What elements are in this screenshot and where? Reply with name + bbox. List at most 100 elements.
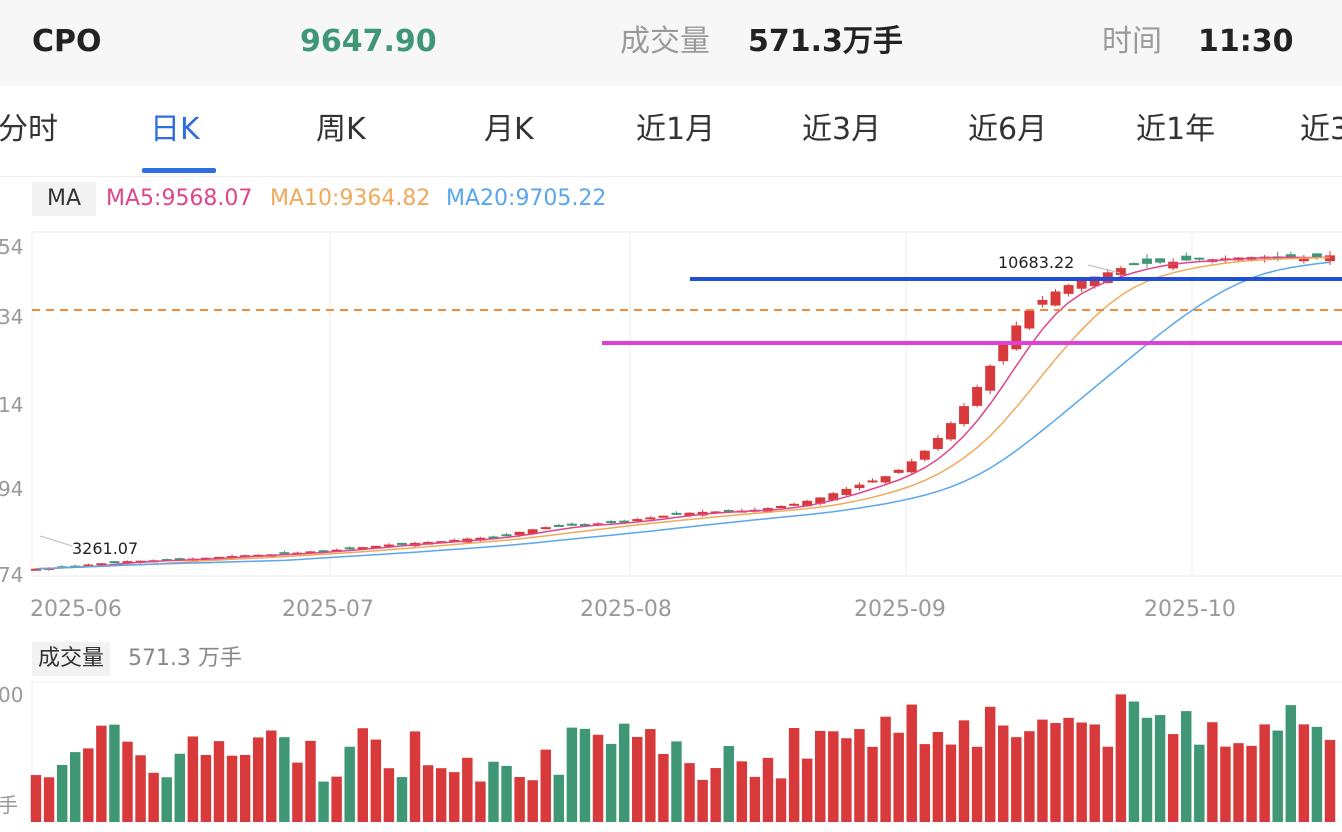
candle-body <box>841 488 852 495</box>
volume-bar <box>984 706 996 822</box>
volume-bar <box>43 777 55 822</box>
volume-bar <box>710 768 721 822</box>
volume-bar <box>932 731 944 822</box>
volume-bar <box>266 730 277 822</box>
candle-body <box>645 517 656 520</box>
volume-bar <box>736 761 748 822</box>
tab-weekly-k[interactable]: 周K <box>316 112 366 147</box>
ma20-line <box>35 261 1331 570</box>
candle-body <box>893 469 904 473</box>
volume-bars-layer <box>30 694 1336 822</box>
volume-bar <box>632 736 643 822</box>
volume-bar <box>658 753 669 822</box>
volume-bar <box>527 780 538 822</box>
candle-body <box>606 521 617 524</box>
volume-bar <box>1233 743 1244 822</box>
volume-bar <box>69 752 81 822</box>
tab-3-years[interactable]: 近3 <box>1300 112 1342 147</box>
volume-bar <box>605 743 617 822</box>
volume-bar <box>292 762 303 822</box>
volume-bar <box>1063 717 1074 822</box>
candle-body <box>1089 276 1100 287</box>
volume-bar <box>135 755 146 822</box>
candle-body <box>31 568 41 571</box>
volume-bar <box>998 725 1009 822</box>
volume-bar <box>1141 717 1153 822</box>
volume-bar <box>422 765 434 822</box>
volume-bar <box>279 737 290 822</box>
candle-body <box>501 534 512 537</box>
volume-bar <box>1324 739 1336 822</box>
vol-y-tick-label: 00 <box>0 683 23 707</box>
candles-layer <box>31 251 1335 571</box>
candle-body <box>619 520 630 523</box>
candle-body <box>540 527 551 530</box>
volume-bar <box>252 737 264 822</box>
candle-body <box>1076 280 1087 289</box>
tab-monthly-k[interactable]: 月K <box>484 112 534 147</box>
candle-body <box>919 450 930 460</box>
volume-bar <box>161 777 172 822</box>
volume-bar <box>370 739 382 822</box>
volume-bar <box>331 776 342 822</box>
volume-bar <box>945 744 957 822</box>
volume-bar <box>971 746 983 822</box>
tab-6-months[interactable]: 近6月 <box>968 112 1048 147</box>
candle-body <box>1142 258 1152 264</box>
period-tabs: 分时 日K 周K 月K 近1月 近3月 近6月 近1年 近3 <box>0 86 1342 177</box>
candle-body <box>96 563 107 566</box>
candle-body <box>1063 285 1074 294</box>
volume-bar <box>762 757 774 822</box>
volume-bar <box>1207 722 1218 822</box>
volume-bar <box>1194 744 1205 822</box>
volume-bar <box>1285 705 1297 822</box>
candle-body <box>109 561 120 564</box>
candle-body <box>174 558 185 561</box>
candle-body <box>279 552 290 555</box>
volume-bar <box>645 729 656 822</box>
candle-body <box>880 476 891 483</box>
candle-body <box>527 529 538 535</box>
candle-body <box>1011 325 1022 350</box>
candle-body <box>1181 255 1192 261</box>
volume-bar <box>148 772 159 822</box>
ma-selector[interactable]: MA <box>32 182 96 216</box>
candle-body <box>1155 258 1166 263</box>
volume-panel-value: 571.3 万手 <box>128 646 242 671</box>
symbol-label: CPO <box>32 24 102 59</box>
candle-body <box>553 524 564 527</box>
candle-body <box>867 480 878 483</box>
volume-bar <box>435 768 447 822</box>
candle-body <box>1168 261 1179 269</box>
volume-panel-title: 成交量 <box>32 642 111 676</box>
tab-1-month[interactable]: 近1月 <box>636 112 716 147</box>
y-tick-label: 74 <box>0 563 23 587</box>
volume-bar <box>514 777 525 822</box>
tab-3-months[interactable]: 近3月 <box>802 112 882 147</box>
tab-intraday[interactable]: 分时 <box>0 112 58 147</box>
tab-1-year[interactable]: 近1年 <box>1136 112 1216 147</box>
candle-body <box>1194 257 1205 260</box>
candle-body <box>723 510 734 513</box>
candle-body <box>1325 255 1335 262</box>
candle-body <box>580 524 590 527</box>
candle-body <box>828 493 839 501</box>
tab-daily-k[interactable]: 日K <box>150 112 200 147</box>
time-value: 11:30 <box>1198 24 1294 59</box>
candle-body <box>815 497 826 504</box>
volume-bar <box>357 728 368 822</box>
candle-body <box>658 515 669 518</box>
x-tick-label: 2025-09 <box>854 597 946 622</box>
volume-bar <box>1167 734 1179 822</box>
ma20-label: MA20:9705.22 <box>446 186 607 211</box>
volume-bar <box>488 761 499 822</box>
volume-bar <box>788 727 800 822</box>
candle-body <box>344 547 355 550</box>
volume-bar <box>449 772 460 822</box>
volume-bar <box>1220 746 1231 822</box>
volume-bar <box>1115 694 1127 822</box>
candle-body <box>83 564 94 567</box>
candle-body <box>514 531 525 536</box>
volume-bar <box>775 778 787 822</box>
